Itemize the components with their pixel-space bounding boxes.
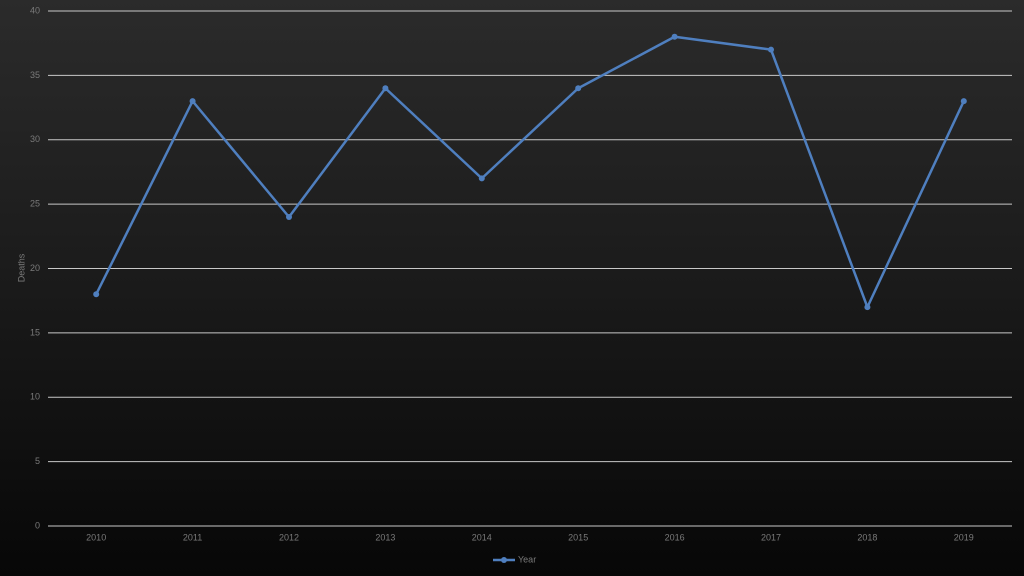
marker [189, 98, 196, 105]
x-tick-label: 2011 [183, 532, 202, 542]
y-tick-label: 15 [30, 327, 40, 337]
marker [382, 85, 389, 92]
marker [864, 304, 871, 311]
y-tick-label: 40 [30, 5, 40, 15]
marker [671, 33, 678, 40]
x-tick-label: 2012 [279, 532, 299, 542]
y-tick-label: 10 [30, 392, 40, 402]
marker [768, 46, 774, 53]
marker [286, 214, 292, 220]
x-tick-label: 2019 [954, 532, 974, 542]
marker [960, 98, 967, 105]
x-tick-label: 2016 [665, 532, 685, 542]
legend-marker [501, 557, 507, 563]
marker [575, 85, 582, 92]
y-tick-label: 0 [35, 520, 40, 530]
y-tick-label: 25 [30, 199, 40, 209]
legend-label: Year [518, 554, 536, 564]
x-tick-label: 2014 [472, 532, 492, 542]
y-tick-label: 30 [30, 134, 40, 144]
y-axis-label: Deaths [16, 253, 26, 282]
y-tick-label: 5 [35, 456, 40, 466]
x-tick-label: 2018 [857, 532, 877, 542]
marker [478, 175, 485, 182]
x-tick-label: 2017 [761, 532, 781, 542]
line [95, 35, 965, 309]
x-tick-label: 2010 [86, 532, 106, 542]
x-tick-label: 2015 [568, 532, 588, 542]
marker [93, 291, 100, 298]
y-tick-label: 35 [30, 70, 40, 80]
x-tick-label: 2013 [375, 532, 395, 542]
y-tick-label: 20 [30, 263, 40, 273]
